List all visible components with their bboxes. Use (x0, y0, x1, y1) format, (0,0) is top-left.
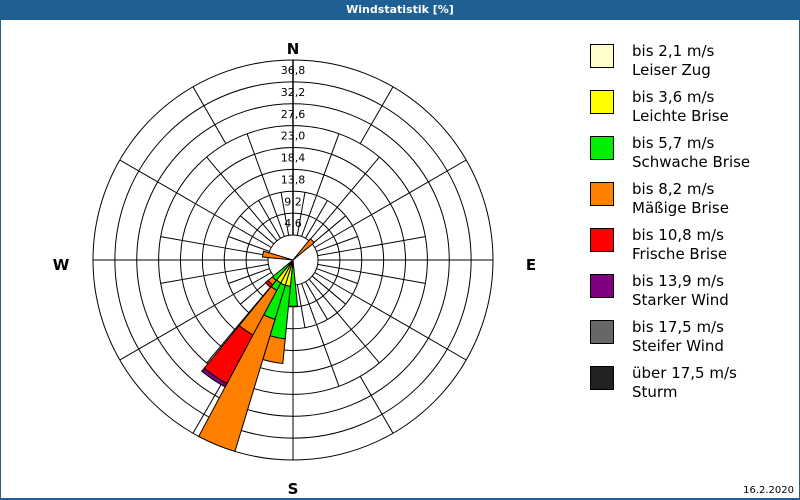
legend-label: bis 3,6 m/s Leichte Brise (632, 88, 729, 125)
legend-swatch (590, 228, 614, 252)
south-label: S (288, 480, 299, 498)
ring-label: 27,6 (281, 108, 306, 121)
sector-segment (201, 367, 228, 388)
east-label: E (526, 256, 536, 274)
sector-segment (261, 250, 294, 261)
legend-label: bis 17,5 m/s Steifer Wind (632, 318, 724, 355)
legend-swatch (590, 320, 614, 344)
legend-label: bis 2,1 m/s Leiser Zug (632, 42, 715, 79)
legend-label: bis 10,8 m/s Frische Brise (632, 226, 728, 263)
legend-label: bis 5,7 m/s Schwache Brise (632, 134, 751, 171)
sector-segment (264, 279, 274, 289)
date-label: 16.2.2020 (743, 485, 794, 496)
ring-label: 9,2 (284, 195, 302, 208)
bottom-border (0, 498, 800, 500)
ring-label: 13,8 (281, 173, 306, 186)
polar-grid (92, 59, 494, 461)
legend-label: über 17,5 m/s Sturm (632, 364, 737, 401)
legend-label: bis 8,2 m/s Mäßige Brise (632, 180, 729, 217)
ring-label: 23,0 (281, 130, 306, 143)
sector-segment (292, 238, 315, 261)
legend-swatch (590, 274, 614, 298)
sector-segment (198, 314, 276, 453)
ring-label: 18,4 (281, 152, 306, 165)
legend-label: bis 13,9 m/s Starker Wind (632, 272, 729, 309)
wind-sectors (198, 238, 315, 453)
ring-label: 4,6 (284, 217, 302, 230)
legend-swatch (590, 90, 614, 114)
legend-swatch (590, 136, 614, 160)
chart-title: Windstatistik [%] (0, 0, 800, 20)
legend-swatch (590, 182, 614, 206)
legend-swatch (590, 366, 614, 390)
north-label: N (287, 40, 300, 58)
ring-label: 32,2 (281, 86, 306, 99)
wind-rose-chart: 4,6 9,2 13,8 18,4 23,0 27,6 32,2 36,8 N S E W (53, 40, 536, 498)
west-label: W (53, 256, 70, 274)
ring-label: 36,8 (281, 64, 306, 77)
legend-swatch (590, 44, 614, 68)
